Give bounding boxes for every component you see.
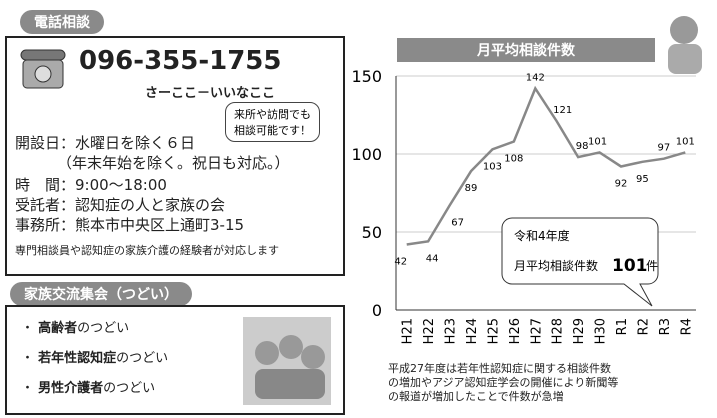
x-tick-label: R1: [615, 318, 630, 335]
data-label: 92: [615, 178, 628, 189]
y-tick-label: 50: [362, 223, 382, 242]
x-tick-label: H25: [486, 318, 501, 344]
note-line: の報道が増加したことで件数が急増: [388, 390, 708, 404]
data-label: 101: [588, 136, 607, 147]
x-tick-label: R4: [679, 318, 694, 335]
data-label: 103: [483, 161, 502, 172]
y-tick-label: 0: [372, 301, 382, 320]
data-label: 95: [636, 174, 649, 185]
y-tick-label: 150: [351, 67, 382, 86]
callout-unit: 件: [646, 259, 658, 273]
x-tick-label: R2: [636, 318, 651, 335]
data-label: 67: [451, 217, 464, 228]
x-tick-label: H27: [529, 318, 544, 344]
x-tick-label: H23: [444, 318, 459, 344]
x-tick-label: H24: [465, 318, 480, 344]
data-label: 108: [504, 154, 523, 165]
x-tick-label: H28: [551, 318, 566, 344]
data-label: 101: [676, 136, 695, 147]
data-label: 121: [553, 105, 572, 116]
data-label: 142: [526, 72, 545, 83]
chart: 月平均相談件数 0 50 100 150 42 H21 44 H22 67 H23 89 H24 103 H…: [0, 0, 717, 418]
data-label: 89: [465, 183, 478, 194]
data-label: 98: [576, 141, 589, 152]
x-tick-label: H26: [508, 318, 523, 344]
data-label: 97: [657, 143, 670, 154]
callout-text: 令和4年度: [514, 228, 570, 243]
page: 電話相談 096-355-1755 さーここ－いいなここ 来所や訪問でも 相談可…: [0, 0, 717, 418]
callout-text: 月平均相談件数: [514, 258, 598, 273]
data-label: 44: [426, 253, 439, 264]
x-tick-label: H22: [422, 318, 437, 344]
note-line: 平成27年度は若年性認知症に関する相談件数: [388, 362, 708, 376]
note-line: の増加やアジア認知症学会の開催により新聞等: [388, 376, 708, 390]
y-tick-label: 100: [351, 145, 382, 164]
chart-note: 平成27年度は若年性認知症に関する相談件数 の増加やアジア認知症学会の開催により…: [388, 362, 708, 404]
x-tick-label: H21: [401, 318, 416, 344]
person-illustration: [668, 16, 702, 74]
callout-value: 101: [612, 256, 648, 276]
x-tick-label: R3: [658, 318, 673, 335]
data-label: 42: [394, 256, 407, 267]
x-tick-label: H29: [572, 318, 587, 344]
chart-title: 月平均相談件数: [476, 42, 576, 59]
x-tick-label: H30: [594, 318, 609, 344]
